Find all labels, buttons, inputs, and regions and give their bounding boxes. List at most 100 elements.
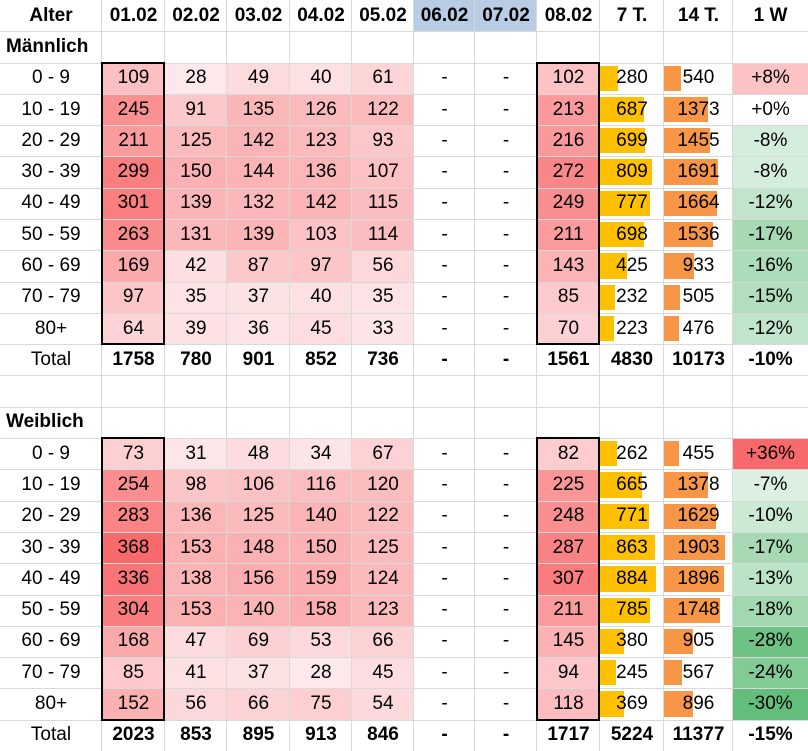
grid-line-horizontal <box>0 281 808 283</box>
data-cell: 87 <box>227 250 290 282</box>
cell-value: -30% <box>748 693 793 715</box>
data-cell: 1455 <box>664 125 733 156</box>
row-label: 40 - 49 <box>21 192 81 214</box>
cell-value: 145 <box>552 630 585 652</box>
data-cell: 225 <box>537 469 600 501</box>
cell-value: - <box>441 505 448 527</box>
data-cell: 106 <box>227 469 290 501</box>
bar-7-days <box>600 441 617 467</box>
data-cell: 40 <box>290 281 352 313</box>
cell-value: - <box>441 536 448 558</box>
data-cell: 380 <box>600 626 664 657</box>
cell-value: 896 <box>682 693 715 715</box>
data-cell: - <box>475 125 537 156</box>
bar-14-days <box>664 222 713 248</box>
data-cell: 254 <box>102 469 165 501</box>
grid-line-horizontal <box>0 563 808 565</box>
data-cell: 123 <box>352 594 414 626</box>
row-label: 10 - 19 <box>21 473 81 495</box>
cell-value: 249 <box>552 192 585 214</box>
grid-line-horizontal <box>0 62 808 64</box>
cell-value: 1748 <box>677 599 720 621</box>
cell-value: 87 <box>247 254 270 276</box>
cell-value: +36% <box>745 442 796 464</box>
cell-value: 301 <box>117 192 150 214</box>
data-cell: - <box>475 657 537 688</box>
cell-value: - <box>502 599 510 621</box>
column-header: 14 T. <box>664 0 733 31</box>
data-cell: - <box>475 63 537 94</box>
age-group-label: 20 - 29 <box>0 501 102 532</box>
column-header: 07.02 <box>475 0 537 32</box>
cell-value: 40 <box>310 67 332 89</box>
total-cell: -10% <box>733 344 808 375</box>
data-cell: - <box>475 469 537 500</box>
bar-14-days <box>664 691 693 717</box>
cell-value: -10% <box>748 348 793 370</box>
grid-line-horizontal <box>0 531 808 533</box>
data-cell: 144 <box>227 156 290 188</box>
data-cell: 85 <box>102 657 165 689</box>
cell-value: 122 <box>367 98 399 120</box>
bar-14-days <box>664 315 680 342</box>
total-cell: - <box>414 720 475 751</box>
data-cell: 687 <box>600 94 664 125</box>
data-cell: 771 <box>600 501 664 532</box>
total-cell: 913 <box>290 720 352 751</box>
cell-value: 116 <box>305 473 337 495</box>
cell-value: - <box>502 254 510 276</box>
total-cell: - <box>475 720 537 751</box>
data-cell: 896 <box>664 688 733 719</box>
data-cell: 368 <box>102 531 165 564</box>
cell-value: 1378 <box>677 473 720 495</box>
row-label: 50 - 59 <box>21 599 81 621</box>
cell-value: 54 <box>372 693 394 715</box>
total-cell: 901 <box>227 344 290 375</box>
data-cell: 41 <box>165 657 227 689</box>
total-cell: 1758 <box>102 344 165 375</box>
row-label: 40 - 49 <box>21 567 81 589</box>
row-label: 30 - 39 <box>21 536 81 558</box>
total-cell: -15% <box>733 720 808 751</box>
cell-value: 45 <box>372 661 394 683</box>
cell-value: - <box>441 724 448 746</box>
grid-line-horizontal <box>0 156 808 158</box>
data-cell: 248 <box>537 500 600 532</box>
data-cell: 933 <box>664 250 733 281</box>
data-cell: +0% <box>733 94 808 125</box>
data-cell: 336 <box>102 563 165 595</box>
column-header-label: 06.02 <box>420 4 469 26</box>
data-cell: 211 <box>537 594 600 626</box>
data-cell: 143 <box>537 250 600 282</box>
cell-value: 283 <box>117 505 150 527</box>
cell-value: 36 <box>247 317 270 339</box>
row-label: 20 - 29 <box>21 129 81 151</box>
cell-value: 123 <box>367 599 399 621</box>
data-cell: -28% <box>733 625 808 658</box>
data-cell: -17% <box>733 531 808 564</box>
data-cell: 28 <box>165 62 227 94</box>
cell-value: - <box>441 192 448 214</box>
column-header: 01.02 <box>102 0 165 31</box>
data-cell: 262 <box>600 438 664 469</box>
cell-value: 67 <box>372 442 394 464</box>
data-cell: 169 <box>102 250 165 282</box>
age-group-label: 10 - 19 <box>0 94 102 125</box>
cell-value: -18% <box>748 599 793 621</box>
data-cell: -15% <box>733 281 808 313</box>
data-cell: 42 <box>165 250 227 282</box>
row-label: 30 - 39 <box>21 161 81 183</box>
cell-value: 150 <box>305 536 337 558</box>
bar-7-days <box>600 222 645 248</box>
bar-14-days <box>664 503 716 529</box>
data-cell: 114 <box>352 219 414 251</box>
grid-line-horizontal <box>0 406 808 408</box>
cell-value: -15% <box>748 724 793 746</box>
cell-value: 139 <box>242 223 275 245</box>
cell-value: 211 <box>553 223 584 245</box>
age-group-label: 30 - 39 <box>0 156 102 187</box>
bar-7-days <box>600 660 616 686</box>
cell-value: 94 <box>557 661 580 683</box>
cell-value: 10173 <box>672 348 725 370</box>
cell-value: 905 <box>682 630 715 652</box>
